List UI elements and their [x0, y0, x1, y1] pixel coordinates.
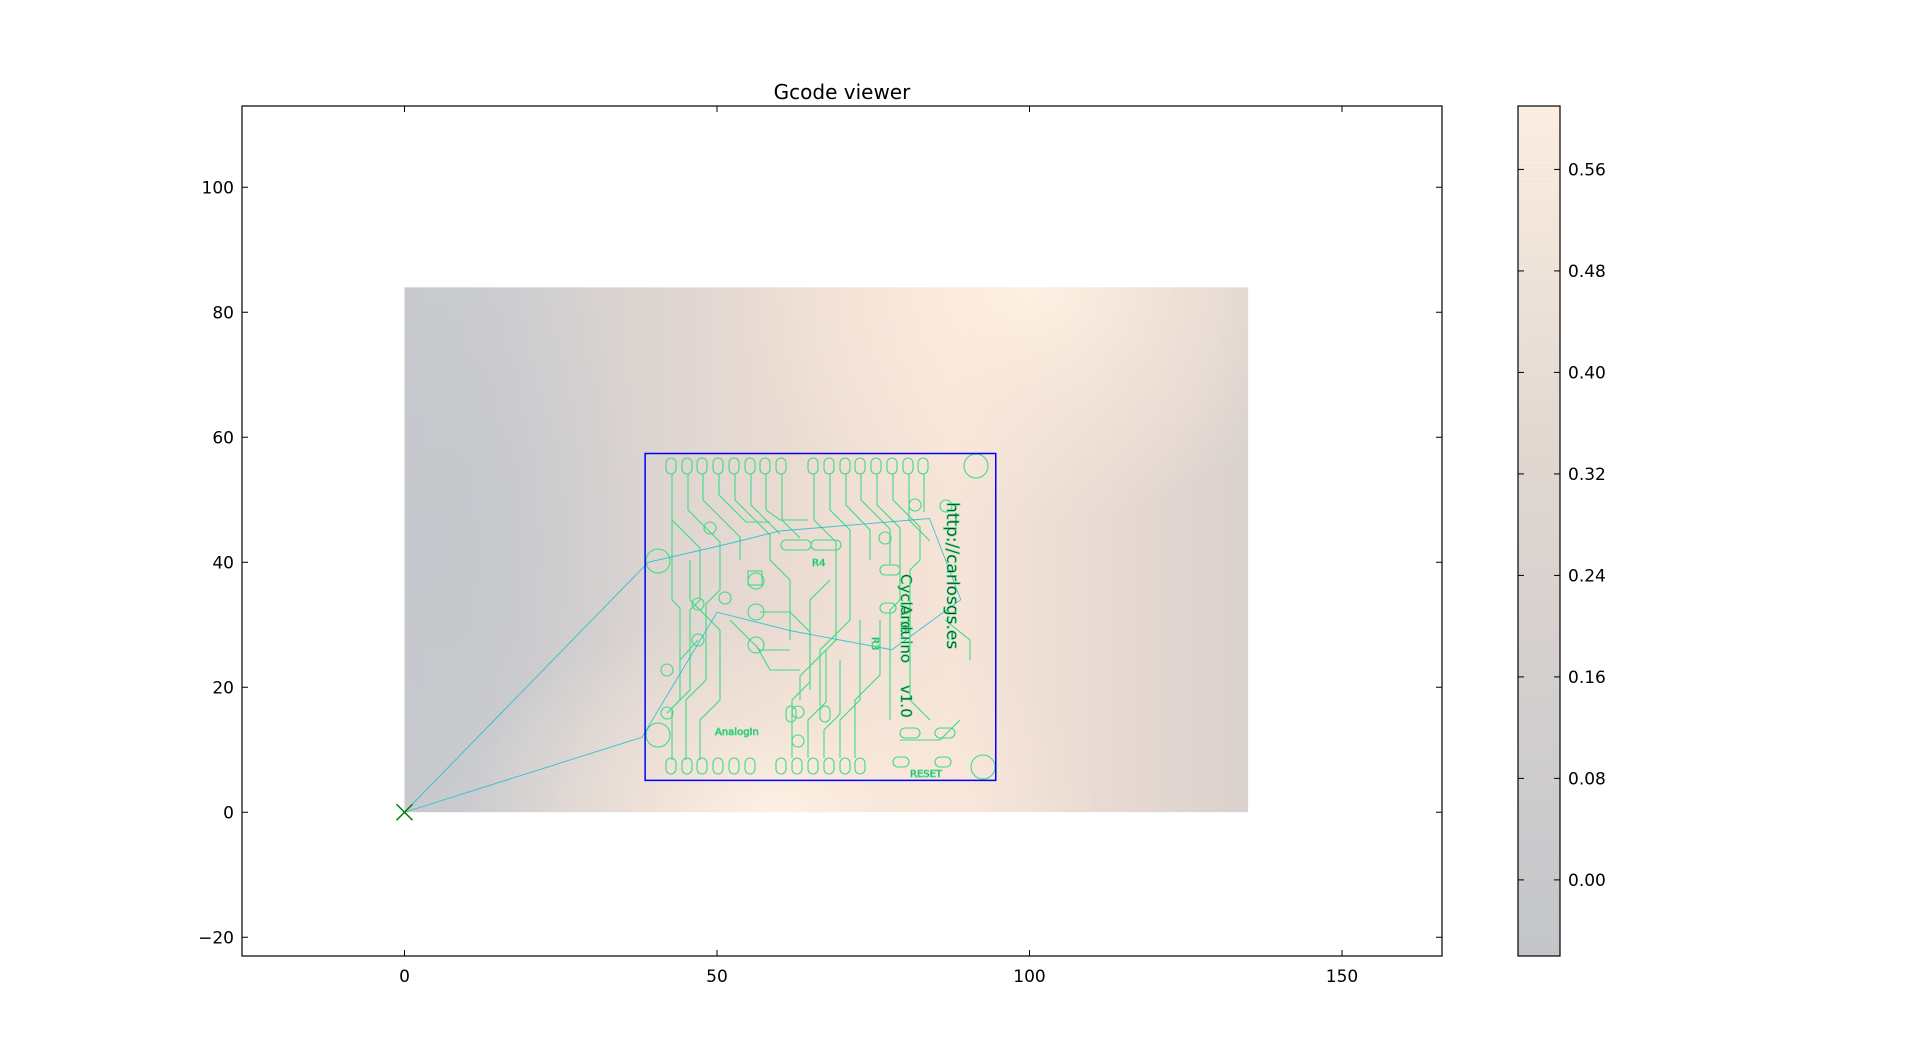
colorbar-tick-label: 0.40 [1568, 363, 1606, 383]
colorbar-tick-label: 0.00 [1568, 871, 1606, 891]
colorbar: 0.00 0.08 0.16 0.24 0.32 0.40 0.48 0.56 [1517, 105, 1606, 957]
y-tick-label: 100 [202, 178, 234, 198]
board-label-version: v1.0 [897, 685, 915, 718]
x-axis-ticks: 0 50 100 150 [399, 106, 1358, 987]
plot-axes-frame [241, 105, 1443, 957]
board-label-arduino: Arduino [897, 605, 915, 663]
board-label-cyclone: Cyclone [897, 574, 915, 634]
y-tick-label: 60 [212, 428, 234, 448]
pcb-trace-paths [666, 474, 971, 760]
toolpath-bounding-box [644, 452, 997, 782]
colorbar-lines [1518, 106, 1560, 956]
origin-marker [395, 803, 414, 821]
origin-marker-stroke [395, 803, 414, 821]
colorbar-frame [1517, 105, 1561, 957]
colorbar-tick-label: 0.32 [1568, 465, 1606, 485]
board-label-url: http://carlosgs.es [942, 502, 962, 649]
board-labels: http://carlosgs.es R4 R3 AnalogIn RESET … [715, 502, 963, 781]
heightmap-surface [404, 287, 1249, 813]
x-tick-label: 50 [706, 967, 728, 987]
y-axis-ticks: −20 0 20 40 60 80 100 [198, 178, 1442, 948]
travel-move-path [404, 518, 962, 813]
y-tick-label: 80 [212, 303, 234, 323]
x-tick-label: 100 [1013, 967, 1045, 987]
board-label-r3: R3 [869, 637, 880, 650]
chart-title: Gcode viewer [774, 80, 911, 104]
colorbar-ticks: 0.00 0.08 0.16 0.24 0.32 0.40 0.48 0.56 [1518, 160, 1606, 891]
pcb-toolpath-traces [645, 453, 996, 780]
board-label-r4: R4 [812, 558, 825, 569]
colorbar-tick-label: 0.48 [1568, 262, 1606, 282]
y-tick-label: −20 [198, 928, 234, 948]
y-tick-label: 20 [212, 678, 234, 698]
y-tick-label: 40 [212, 553, 234, 573]
x-tick-label: 0 [399, 967, 410, 987]
top-header-pads [665, 457, 929, 475]
bottom-header-pads [665, 756, 952, 775]
heightmap-peak-bottom [459, 612, 1100, 813]
heightmap-peak-top [729, 287, 1249, 528]
colorbar-tick-label: 0.08 [1568, 769, 1606, 789]
board-label-reset: RESET [910, 769, 943, 780]
colorbar-tick-label: 0.24 [1568, 566, 1606, 586]
x-tick-label: 150 [1326, 967, 1358, 987]
board-label-analogin: AnalogIn [715, 727, 759, 738]
y-tick-label: 0 [223, 803, 234, 823]
colorbar-tick-label: 0.16 [1568, 668, 1606, 688]
colorbar-tick-label: 0.56 [1568, 160, 1606, 180]
